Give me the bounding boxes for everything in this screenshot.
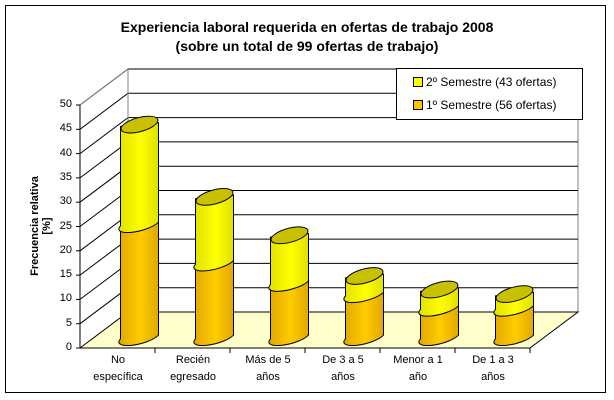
y-tick-label: 45 — [59, 122, 72, 135]
legend-item-1st-semester: 1º Semestre (56 ofertas) — [413, 98, 556, 112]
legend-label: 2º Semestre (43 ofertas) — [426, 75, 557, 89]
chart-subtitle: (sobre un total de 99 ofertas de trabajo… — [175, 38, 439, 54]
bar-2nd-semester — [118, 122, 159, 234]
legend-item-2nd-semester: 2º Semestre (43 ofertas) — [413, 75, 556, 89]
legend: 2º Semestre (43 ofertas) 1º Semestre (56… — [396, 68, 583, 120]
y-tick-label: 30 — [59, 195, 72, 208]
x-tick-label-line: Recién — [175, 354, 211, 366]
chart-frame — [5, 5, 606, 393]
bar-top-cap — [345, 267, 384, 285]
y-tick-label: 25 — [59, 219, 72, 232]
x-tick-label: De 1 a 3 años — [455, 352, 531, 386]
x-tick-label-line: años — [256, 371, 280, 383]
x-tick-label-line: Más de 5 — [245, 354, 291, 366]
bar-top-cap — [270, 226, 309, 245]
y-tick-label: 5 — [65, 316, 72, 329]
y-tick-label: 10 — [59, 292, 72, 305]
legend-swatch — [413, 77, 423, 87]
y-tick-label: 40 — [59, 146, 72, 159]
y-tick-label: 0 — [65, 341, 72, 353]
x-tick-label: De 3 a 5 años — [305, 352, 381, 386]
bar-1st-semester — [118, 221, 159, 347]
side-top-edge — [79, 68, 129, 106]
legend-label: 1º Semestre (56 ofertas) — [426, 98, 557, 112]
x-tick-label: No específica — [80, 352, 156, 386]
x-tick-label-line: egresado — [170, 371, 216, 383]
bar-1st-semester — [343, 291, 384, 347]
bar-1st-semester — [268, 280, 309, 347]
x-tick-label-line: específica — [93, 371, 143, 383]
y-axis-label: Frecuencia relativa [%] — [29, 176, 53, 276]
x-tick-label-line: No — [110, 354, 126, 366]
x-tick-label-line: De 3 a 5 — [322, 354, 364, 366]
bar-1st-semester — [193, 260, 234, 347]
bar-top-cap — [195, 188, 234, 206]
side-gridline — [79, 117, 129, 155]
y-tick-label: 50 — [59, 98, 72, 110]
x-tick-label: Recién egresado — [155, 352, 231, 386]
x-tick-label-line: De 1 a 3 — [472, 354, 514, 366]
bar-top-cap — [495, 285, 534, 303]
x-tick-label-line: año — [408, 371, 428, 383]
bar-2nd-semester — [268, 232, 309, 292]
bar-top-cap — [120, 115, 159, 134]
y-tick-label: 35 — [59, 170, 72, 183]
x-tick-label-line: años — [331, 371, 355, 383]
legend-swatch — [413, 100, 423, 110]
bar-2nd-semester — [193, 194, 234, 272]
x-tick-label: Menor a 1 año — [380, 352, 456, 386]
x-tick-label-line: años — [481, 371, 505, 383]
y-tick-label: 15 — [59, 268, 72, 281]
x-tick-label: Más de 5 años — [230, 352, 306, 386]
chart-title: Experiencia laboral requerida en ofertas… — [120, 19, 494, 35]
side-gridline — [79, 92, 129, 130]
y-tick-label: 20 — [59, 243, 72, 256]
x-tick-label-line: Menor a 1 — [393, 354, 443, 366]
bar-top-cap — [420, 280, 459, 299]
